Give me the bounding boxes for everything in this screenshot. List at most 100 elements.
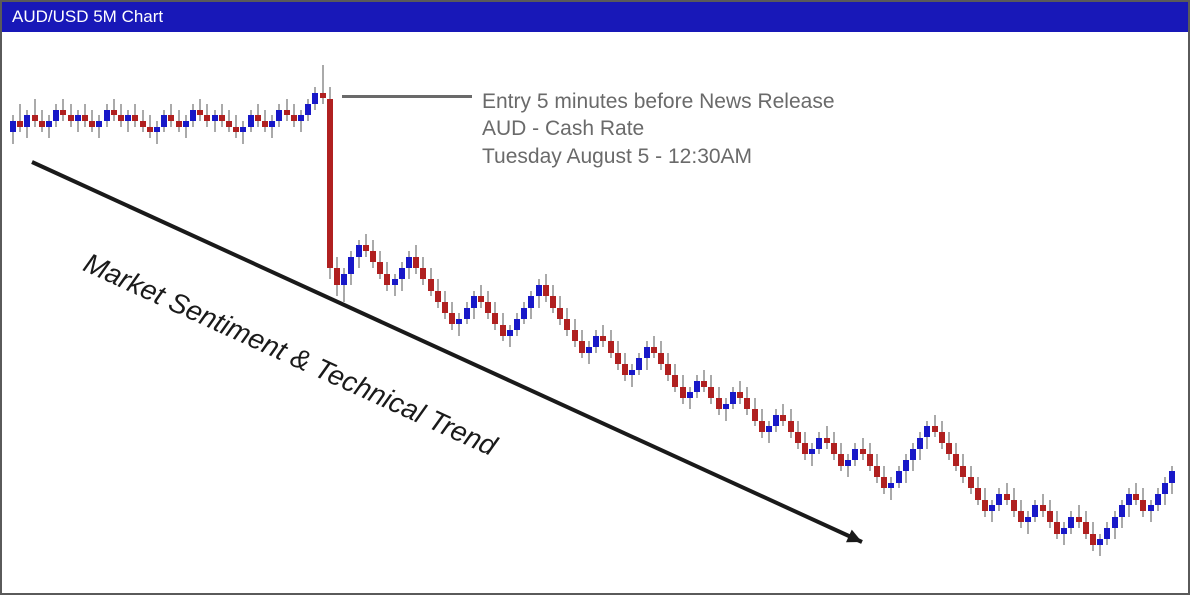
candle: [1076, 32, 1082, 595]
candle: [406, 32, 412, 595]
candle: [60, 32, 66, 595]
candle: [320, 32, 326, 595]
candle: [348, 32, 354, 595]
annotation-line-1: Entry 5 minutes before News Release: [482, 88, 835, 115]
candle: [1025, 32, 1031, 595]
candle: [896, 32, 902, 595]
candle: [125, 32, 131, 595]
candle: [1133, 32, 1139, 595]
candle: [341, 32, 347, 595]
candle: [1112, 32, 1118, 595]
candle: [939, 32, 945, 595]
candle: [10, 32, 16, 595]
candle: [240, 32, 246, 595]
candle: [356, 32, 362, 595]
candle: [1032, 32, 1038, 595]
candle: [413, 32, 419, 595]
candle: [392, 32, 398, 595]
candle: [1040, 32, 1046, 595]
candle: [363, 32, 369, 595]
candle: [384, 32, 390, 595]
candle: [867, 32, 873, 595]
candle: [852, 32, 858, 595]
candle: [291, 32, 297, 595]
candle: [1018, 32, 1024, 595]
candle: [298, 32, 304, 595]
candle: [924, 32, 930, 595]
candle: [370, 32, 376, 595]
candle: [17, 32, 23, 595]
candle: [1140, 32, 1146, 595]
candle: [111, 32, 117, 595]
candle: [953, 32, 959, 595]
candle: [327, 32, 333, 595]
candle: [996, 32, 1002, 595]
candle: [428, 32, 434, 595]
candle: [975, 32, 981, 595]
candle: [989, 32, 995, 595]
candle: [932, 32, 938, 595]
candle: [1126, 32, 1132, 595]
candle: [276, 32, 282, 595]
candle: [399, 32, 405, 595]
candle: [82, 32, 88, 595]
candle: [269, 32, 275, 595]
candle: [255, 32, 261, 595]
candle: [68, 32, 74, 595]
candle: [1004, 32, 1010, 595]
candle: [132, 32, 138, 595]
chart-area: Entry 5 minutes before News Release AUD …: [2, 32, 1188, 593]
candle: [449, 32, 455, 595]
candle: [881, 32, 887, 595]
candle: [910, 32, 916, 595]
candle: [420, 32, 426, 595]
candle: [1162, 32, 1168, 595]
candle: [1068, 32, 1074, 595]
candle: [968, 32, 974, 595]
candle: [248, 32, 254, 595]
candle: [1169, 32, 1175, 595]
candle: [1054, 32, 1060, 595]
chart-frame: AUD/USD 5M Chart Entry 5 minutes before …: [0, 0, 1190, 595]
annotation-connector-line: [342, 95, 472, 98]
candle: [75, 32, 81, 595]
candle: [154, 32, 160, 595]
candle: [1155, 32, 1161, 595]
chart-header: AUD/USD 5M Chart: [2, 2, 1188, 32]
candle: [464, 32, 470, 595]
candle: [946, 32, 952, 595]
candle: [89, 32, 95, 595]
candle: [312, 32, 318, 595]
candle: [456, 32, 462, 595]
candle: [24, 32, 30, 595]
candle: [1148, 32, 1154, 595]
candle: [860, 32, 866, 595]
candle: [118, 32, 124, 595]
candle: [888, 32, 894, 595]
candle: [1047, 32, 1053, 595]
candle: [903, 32, 909, 595]
candle: [39, 32, 45, 595]
candle: [845, 32, 851, 595]
candle: [874, 32, 880, 595]
entry-annotation: Entry 5 minutes before News Release AUD …: [482, 88, 835, 170]
candle: [262, 32, 268, 595]
candle: [377, 32, 383, 595]
candle: [104, 32, 110, 595]
candle: [838, 32, 844, 595]
candle: [96, 32, 102, 595]
annotation-line-2: AUD - Cash Rate: [482, 115, 835, 142]
candle: [1061, 32, 1067, 595]
candle: [305, 32, 311, 595]
candle: [960, 32, 966, 595]
candle: [140, 32, 146, 595]
candle: [334, 32, 340, 595]
candle: [1097, 32, 1103, 595]
candle: [1090, 32, 1096, 595]
candle: [1083, 32, 1089, 595]
candle: [435, 32, 441, 595]
candle: [982, 32, 988, 595]
candle: [53, 32, 59, 595]
candle: [1119, 32, 1125, 595]
candle: [471, 32, 477, 595]
